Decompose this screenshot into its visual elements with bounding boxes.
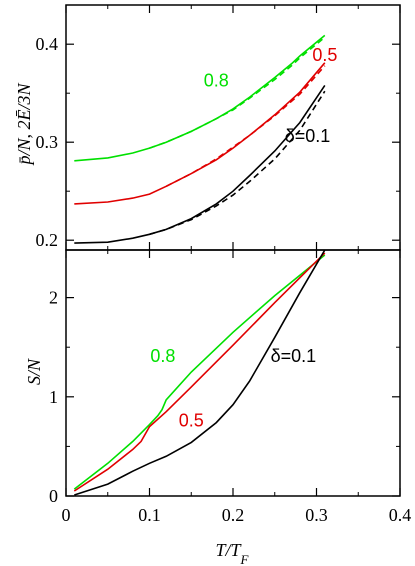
series-annotation: 0.8 [204, 70, 229, 90]
series-line-dashed [149, 36, 326, 149]
y-tick-label: 2 [49, 288, 58, 308]
series-annotation: 0.5 [312, 45, 337, 65]
y-tick-label: 0.3 [36, 132, 59, 152]
x-axis-label: T/TF [216, 540, 250, 566]
y-tick-label: 0 [49, 486, 58, 506]
top-panel: 0.2 0.3 0.4 0.8 0.5 δ=0.1 [36, 4, 401, 251]
x-tick-label: 0.4 [389, 505, 412, 525]
series-line [74, 249, 326, 496]
series-annotation: δ=0.1 [285, 126, 331, 146]
x-tick-label: 0.3 [305, 505, 328, 525]
x-tick-label: 0.2 [222, 505, 245, 525]
plot-frame [65, 249, 401, 497]
series-line-dashed [149, 90, 326, 236]
bottom-y-axis-label: S/N [24, 358, 44, 385]
y-tick-label: 0.4 [36, 34, 59, 54]
x-tick-label: 0 [62, 505, 71, 525]
series-annotation: δ=0.1 [271, 346, 317, 366]
series-annotation: 0.5 [179, 411, 204, 431]
top-y-axis-label: p̄/N, 2Ē/3N [14, 83, 34, 167]
series-line [73, 254, 326, 490]
plot-frame [65, 4, 401, 251]
series-line [74, 84, 326, 244]
y-tick-label: 1 [49, 387, 58, 407]
y-tick-label: 0.2 [36, 230, 59, 250]
x-tick-label: 0.1 [138, 505, 161, 525]
bottom-panel: 0 1 2 0 0.1 0.2 0.3 0.4 0.8 0.5 δ=0.1 [49, 249, 412, 525]
series-line [73, 252, 326, 492]
series-annotation: 0.8 [150, 346, 175, 366]
series-line-dashed [165, 65, 326, 188]
